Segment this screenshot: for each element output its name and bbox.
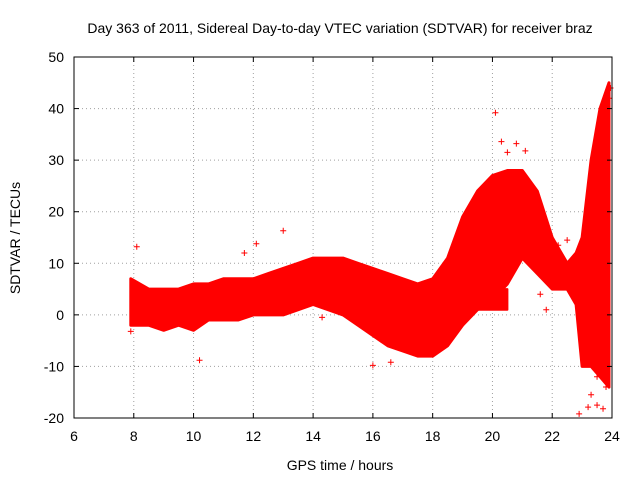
outlier-point [513,140,520,147]
sdtvar-main-band [129,81,611,389]
x-tick-label: 20 [485,428,501,444]
outlier-point [555,242,562,249]
outlier-point [543,306,550,313]
y-tick-label: -20 [44,410,64,426]
y-tick-label: 50 [48,49,64,65]
x-tick-label: 12 [246,428,262,444]
outlier-point [564,237,571,244]
outlier-point [504,149,511,156]
outlier-point [603,115,610,122]
x-tick-label: 24 [604,428,620,444]
outlier-point [498,138,505,145]
y-tick-label: 40 [48,101,64,117]
outlier-point [585,404,592,411]
axis-ticks: 6 8 10 12 14 16 18 20 22 24 50 40 30 20 10 0 -10 -20 [44,49,620,444]
data-layer [127,81,614,417]
outlier-point [594,373,601,380]
y-tick-label: 30 [48,152,64,168]
outlier-point [607,84,614,91]
y-axis-label: SDTVAR / TECUs [7,182,23,294]
outlier-point [594,402,601,409]
outlier-point [133,243,140,250]
outlier-point [600,405,607,412]
sdtvar-lower-branch [446,288,509,337]
x-tick-label: 14 [305,428,321,444]
outlier-point [603,384,610,391]
outlier-point [387,359,394,366]
outlier-point [606,95,613,102]
y-tick-label: 0 [56,307,64,323]
outlier-point [127,328,134,335]
outlier-point [196,357,203,364]
outlier-point [522,147,529,154]
x-tick-label: 22 [544,428,560,444]
x-tick-label: 16 [365,428,381,444]
outlier-point [280,227,287,234]
outlier-point [492,109,499,116]
outlier-point [241,249,248,256]
x-tick-label: 10 [186,428,202,444]
chart-title: Day 363 of 2011, Sidereal Day-to-day VTE… [87,20,592,36]
x-axis-label: GPS time / hours [287,457,394,473]
outlier-point [537,291,544,298]
outlier-point [319,314,326,321]
y-tick-label: 20 [48,204,64,220]
outlier-point [582,347,589,354]
plot-frame [73,56,613,419]
outlier-point [588,391,595,398]
x-tick-label: 18 [425,428,441,444]
outlier-point [253,240,260,247]
x-tick-label: 8 [130,428,138,444]
outlier-point [369,362,376,369]
outlier-point [576,410,583,417]
y-tick-label: -10 [44,358,64,374]
outlier-point [597,131,604,138]
y-tick-label: 10 [48,255,64,271]
x-tick-label: 6 [70,428,78,444]
